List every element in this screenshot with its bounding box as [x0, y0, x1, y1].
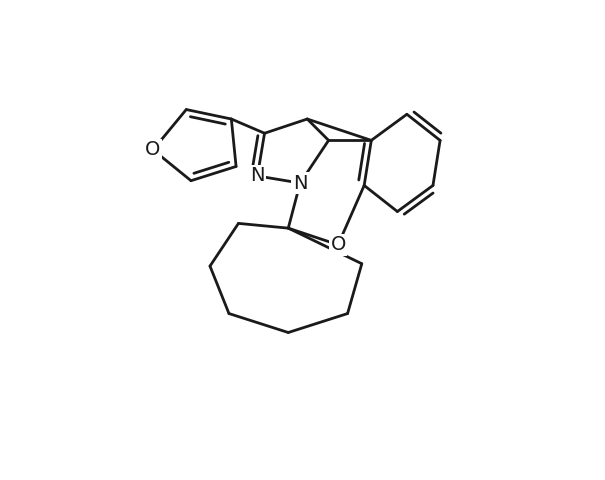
Text: O: O	[330, 235, 346, 254]
Text: N: N	[250, 167, 264, 185]
Text: O: O	[145, 140, 161, 159]
Text: N: N	[293, 174, 307, 192]
